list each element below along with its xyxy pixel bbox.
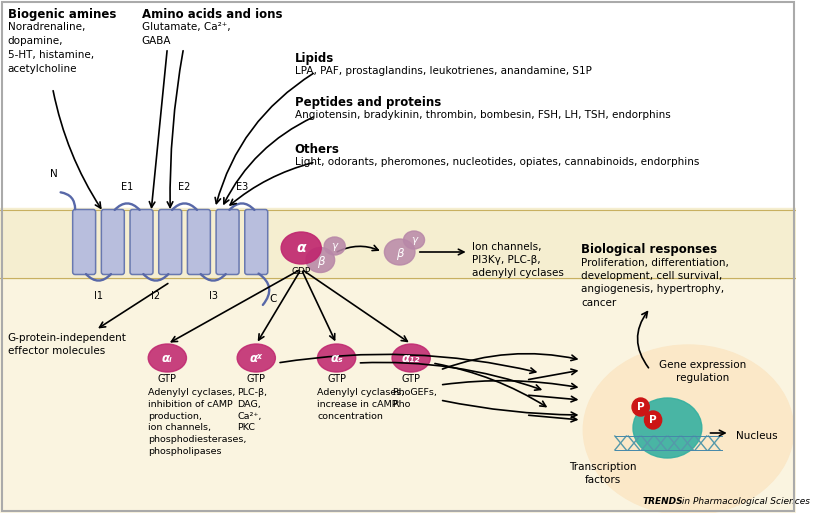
Text: α₁₂: α₁₂ — [402, 351, 420, 365]
Text: I3: I3 — [209, 291, 218, 301]
FancyBboxPatch shape — [130, 209, 153, 274]
Text: β: β — [316, 254, 324, 267]
Ellipse shape — [645, 411, 661, 429]
Ellipse shape — [306, 247, 334, 272]
Ellipse shape — [237, 344, 275, 372]
Text: N: N — [50, 169, 58, 179]
Text: Ion channels,
PI3Kγ, PLC-β,
adenylyl cyclases: Ion channels, PI3Kγ, PLC-β, adenylyl cyc… — [473, 242, 564, 279]
Ellipse shape — [318, 344, 356, 372]
Text: in Pharmacological Sciences: in Pharmacological Sciences — [679, 497, 810, 506]
Bar — [0, 280, 795, 513]
Text: Others: Others — [295, 143, 339, 156]
Text: E1: E1 — [121, 182, 133, 192]
Text: Angiotensin, bradykinin, thrombin, bombesin, FSH, LH, TSH, endorphins: Angiotensin, bradykinin, thrombin, bombe… — [295, 110, 671, 120]
Text: Noradrenaline,
dopamine,
5-HT, histamine,
acetylcholine: Noradrenaline, dopamine, 5-HT, histamine… — [7, 22, 94, 74]
Text: GTP: GTP — [158, 374, 177, 384]
Text: E3: E3 — [235, 182, 248, 192]
Text: α: α — [296, 241, 306, 255]
Text: I2: I2 — [151, 291, 161, 301]
Text: αₛ: αₛ — [330, 351, 343, 365]
Text: Glutamate, Ca²⁺,
GABA: Glutamate, Ca²⁺, GABA — [141, 22, 230, 46]
Text: Adenylyl cyclases,
inhibition of cAMP
production,
ion channels,
phosphodiesteras: Adenylyl cyclases, inhibition of cAMP pr… — [148, 388, 246, 456]
Text: RhoGEFs,
Rho: RhoGEFs, Rho — [392, 388, 437, 409]
Text: GTP: GTP — [327, 374, 346, 384]
FancyBboxPatch shape — [187, 209, 210, 274]
Text: Gene expression
regulation: Gene expression regulation — [659, 360, 746, 383]
Ellipse shape — [633, 398, 702, 458]
FancyBboxPatch shape — [159, 209, 181, 274]
Ellipse shape — [281, 232, 321, 264]
Text: Biological responses: Biological responses — [582, 243, 717, 256]
FancyBboxPatch shape — [102, 209, 124, 274]
Ellipse shape — [404, 231, 424, 249]
Bar — [0, 208, 795, 280]
Ellipse shape — [324, 237, 345, 255]
Text: GTP: GTP — [402, 374, 421, 384]
FancyBboxPatch shape — [72, 209, 96, 274]
Text: G-protein-independent
effector molecules: G-protein-independent effector molecules — [7, 333, 126, 356]
FancyBboxPatch shape — [245, 209, 268, 274]
Text: Peptides and proteins: Peptides and proteins — [295, 96, 441, 109]
Text: PLC-β,
DAG,
Ca²⁺,
PKC: PLC-β, DAG, Ca²⁺, PKC — [237, 388, 267, 432]
Text: Transcription
factors: Transcription factors — [568, 462, 636, 485]
Text: I1: I1 — [94, 291, 103, 301]
Text: β: β — [396, 247, 404, 260]
Text: Nucleus: Nucleus — [736, 431, 778, 441]
Text: GDP: GDP — [291, 267, 311, 276]
Text: C: C — [270, 294, 277, 304]
Ellipse shape — [632, 398, 649, 416]
Text: Biogenic amines: Biogenic amines — [7, 8, 116, 21]
Text: αᵡ: αᵡ — [250, 351, 263, 365]
Text: Amino acids and ions: Amino acids and ions — [141, 8, 282, 21]
Text: αᵢ: αᵢ — [162, 351, 173, 365]
Text: TRENDS: TRENDS — [642, 497, 683, 506]
Ellipse shape — [148, 344, 186, 372]
Ellipse shape — [392, 344, 430, 372]
Ellipse shape — [583, 345, 794, 513]
Text: γ: γ — [332, 241, 338, 251]
Text: Proliferation, differentiation,
development, cell survival,
angiogenesis, hypert: Proliferation, differentiation, developm… — [582, 258, 729, 308]
Text: P: P — [636, 402, 645, 412]
Text: GTP: GTP — [247, 374, 265, 384]
Text: LPA, PAF, prostaglandins, leukotrienes, anandamine, S1P: LPA, PAF, prostaglandins, leukotrienes, … — [295, 66, 592, 76]
Text: E2: E2 — [178, 182, 191, 192]
FancyBboxPatch shape — [216, 209, 239, 274]
Text: γ: γ — [411, 235, 417, 245]
Text: Lipids: Lipids — [295, 52, 334, 65]
Bar — [0, 0, 795, 208]
Ellipse shape — [384, 239, 415, 265]
Text: Light, odorants, pheromones, nucleotides, opiates, cannabinoids, endorphins: Light, odorants, pheromones, nucleotides… — [295, 157, 699, 167]
Text: P: P — [649, 415, 657, 425]
Text: Adenylyl cyclases,
increase in cAMP
concentration: Adenylyl cyclases, increase in cAMP conc… — [318, 388, 404, 421]
